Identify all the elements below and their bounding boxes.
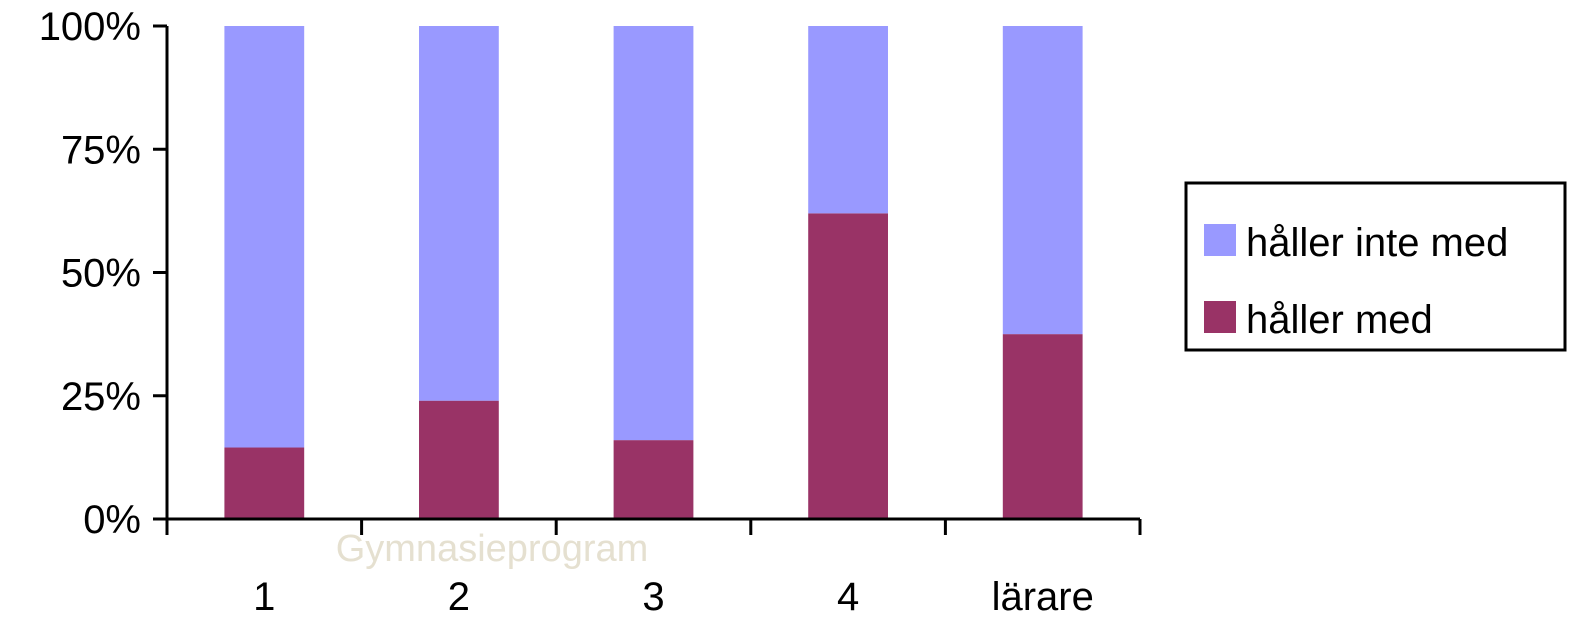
bar-haller-med-5 — [1002, 334, 1083, 519]
bar-haller-inte-med-5 — [1002, 26, 1083, 335]
legend-swatch-inte-med — [1204, 224, 1236, 256]
y-tick-label: 25% — [61, 375, 141, 419]
y-tick-label: 0% — [83, 498, 141, 542]
legend-label-inte-med: håller inte med — [1246, 221, 1508, 265]
legend-box — [1184, 181, 1567, 352]
bar-haller-inte-med-1 — [224, 26, 305, 448]
bar-haller-inte-med-4 — [808, 26, 888, 214]
legend: håller inte med håller med — [1184, 181, 1567, 352]
bar-haller-med-3 — [613, 440, 694, 519]
bar-haller-med-2 — [419, 400, 499, 519]
legend-label-med: håller med — [1246, 298, 1433, 342]
x-tick-label: lärare — [992, 575, 1094, 617]
y-tick-label: 75% — [61, 128, 141, 172]
x-axis-title: Gymnasieprogram — [336, 528, 649, 570]
bar-haller-med-4 — [808, 213, 888, 519]
legend-swatch-med — [1204, 301, 1236, 333]
x-tick-label: 1 — [253, 575, 275, 617]
bar-haller-inte-med-3 — [613, 26, 694, 441]
axes-group: 0% 25% 50% 75% 100% 1 2 3 4 lärare — [39, 5, 1142, 617]
bars-group — [224, 26, 1083, 519]
y-tick-label: 50% — [61, 252, 141, 296]
bar-haller-med-1 — [224, 447, 305, 519]
x-tick-label: 2 — [448, 575, 470, 617]
y-tick-label: 100% — [39, 5, 141, 49]
bar-haller-inte-med-2 — [419, 26, 499, 401]
x-tick-label: 4 — [837, 575, 859, 617]
x-tick-label: 3 — [642, 575, 664, 617]
